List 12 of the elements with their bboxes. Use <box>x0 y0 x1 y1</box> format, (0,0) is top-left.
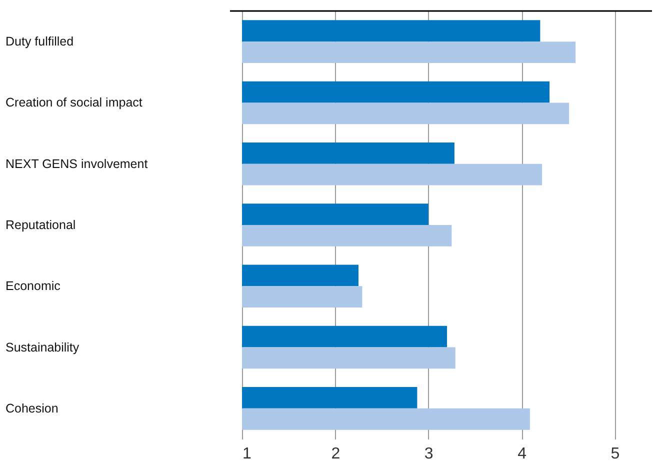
x-tick-label: 3 <box>424 446 434 462</box>
y-tick-label: Cohesion <box>6 401 58 416</box>
x-tick-label: 5 <box>610 446 620 462</box>
y-tick-label: Creation of social impact <box>6 96 143 110</box>
x-tick-label: 2 <box>331 446 340 462</box>
y-tick-label: Sustainability <box>6 340 80 354</box>
x-tick-label: 1 <box>242 446 252 462</box>
y-tick-label: NEXT GENS involvement <box>6 156 148 171</box>
y-tick-label: Economic <box>6 279 60 294</box>
y-tick-label: Duty fulfilled <box>6 34 74 49</box>
x-tick-label: 4 <box>518 446 527 462</box>
y-tick-label: Reputational <box>6 218 76 232</box>
